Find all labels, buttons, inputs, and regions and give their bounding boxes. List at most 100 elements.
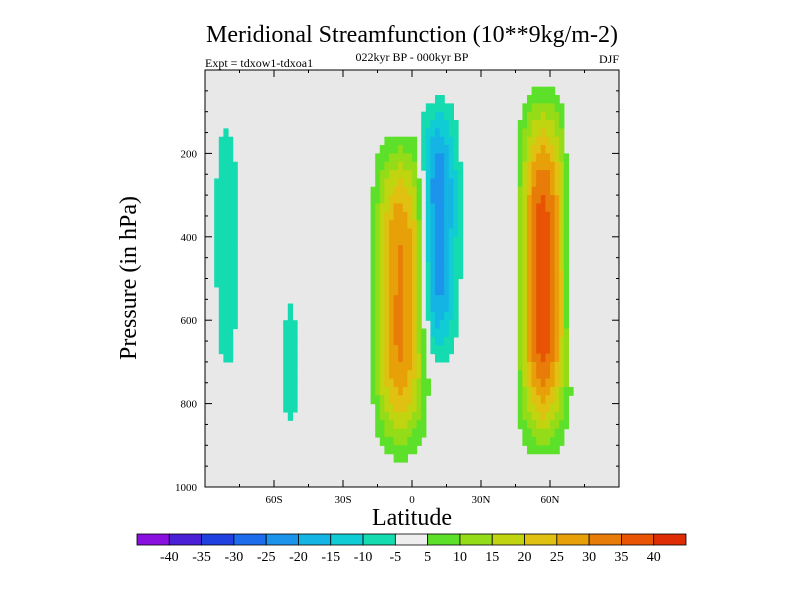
colorbar-level-label: -5: [390, 550, 402, 565]
heatmap-cell: [536, 86, 542, 96]
heatmap-cell: [430, 311, 436, 321]
heatmap-cell: [536, 353, 542, 363]
heatmap-cell: [559, 153, 565, 163]
heatmap-cell: [550, 270, 556, 280]
heatmap-cell: [435, 295, 441, 305]
heatmap-cell: [550, 153, 556, 163]
heatmap-cell: [379, 328, 385, 338]
heatmap-cell: [554, 270, 560, 280]
heatmap-cell: [517, 261, 523, 271]
heatmap-cell: [407, 145, 413, 154]
heatmap-cell: [536, 336, 542, 346]
heatmap-cell: [540, 278, 546, 288]
heatmap-cell: [412, 170, 418, 180]
heatmap-cell: [384, 361, 390, 371]
heatmap-cell: [559, 195, 565, 205]
heatmap-cell: [223, 286, 229, 296]
heatmap-cell: [398, 395, 404, 405]
heatmap-cell: [412, 428, 418, 438]
x-axis-label: Latitude: [372, 505, 452, 531]
heatmap-cell: [522, 211, 528, 221]
heatmap-cell: [402, 245, 408, 255]
heatmap-cell: [536, 228, 542, 238]
heatmap-cell: [430, 203, 436, 213]
heatmap-cell: [540, 386, 546, 396]
heatmap-cell: [393, 445, 399, 455]
heatmap-cell: [531, 136, 537, 146]
heatmap-cell: [536, 420, 542, 430]
heatmap-cell: [563, 195, 569, 205]
heatmap-cell: [407, 236, 413, 246]
heatmap-cell: [563, 170, 569, 180]
heatmap-cell: [214, 178, 220, 188]
heatmap-cell: [416, 361, 422, 371]
heatmap-cell: [389, 295, 395, 305]
heatmap-cell: [228, 278, 234, 288]
heatmap-cell: [559, 186, 565, 196]
heatmap-cell: [522, 186, 528, 196]
heatmap-cell: [375, 370, 381, 380]
heatmap-cell: [393, 270, 399, 280]
heatmap-cell: [375, 186, 381, 196]
heatmap-cell: [425, 295, 431, 305]
heatmap-cell: [421, 145, 427, 154]
heatmap-cell: [412, 178, 418, 188]
heatmap-cell: [416, 428, 422, 438]
heatmap-cell: [550, 336, 556, 346]
heatmap-cell: [536, 120, 542, 129]
heatmap-cell: [531, 445, 537, 455]
heatmap-cell: [522, 220, 528, 230]
heatmap-cell: [228, 270, 234, 280]
heatmap-cell: [563, 353, 569, 363]
heatmap-cell: [379, 203, 385, 213]
heatmap-cell: [416, 420, 422, 430]
heatmap-cell: [375, 178, 381, 188]
heatmap-cell: [439, 195, 445, 205]
heatmap-cell: [223, 195, 229, 205]
heatmap-cell: [412, 320, 418, 330]
colorbar-swatch: [298, 533, 332, 546]
heatmap-cell: [398, 361, 404, 371]
heatmap-cell: [453, 245, 459, 255]
heatmap-cell: [375, 278, 381, 288]
heatmap-cell: [559, 170, 565, 180]
colorbar-level-label: 10: [453, 550, 467, 565]
heatmap-cell: [287, 336, 293, 346]
heatmap-cell: [550, 403, 556, 413]
heatmap-cell: [283, 328, 289, 338]
heatmap-cell: [412, 411, 418, 421]
heatmap-cell: [444, 278, 450, 288]
heatmap-cell: [453, 195, 459, 205]
heatmap-cell: [232, 270, 238, 280]
heatmap-cell: [389, 203, 395, 213]
heatmap-cell: [218, 195, 224, 205]
heatmap-cell: [554, 403, 560, 413]
heatmap-cell: [228, 261, 234, 271]
heatmap-cell: [412, 203, 418, 213]
heatmap-cell: [421, 420, 427, 430]
heatmap-cell: [393, 278, 399, 288]
heatmap-cell: [550, 286, 556, 296]
heatmap-cell: [370, 345, 376, 355]
heatmap-cell: [218, 303, 224, 313]
heatmap-cell: [517, 370, 523, 380]
heatmap-cell: [517, 328, 523, 338]
heatmap-cell: [517, 120, 523, 129]
heatmap-cell: [559, 278, 565, 288]
heatmap-cell: [540, 286, 546, 296]
heatmap-cell: [393, 386, 399, 396]
heatmap-cell: [402, 195, 408, 205]
heatmap-cell: [439, 286, 445, 296]
heatmap-cell: [412, 370, 418, 380]
heatmap-cell: [444, 153, 450, 163]
heatmap-cell: [379, 386, 385, 396]
heatmap-cell: [540, 203, 546, 213]
heatmap-cell: [232, 245, 238, 255]
heatmap-cell: [527, 203, 533, 213]
heatmap-cell: [430, 286, 436, 296]
heatmap-cell: [402, 303, 408, 313]
y-tick-label: 800: [181, 399, 198, 411]
heatmap-cell: [232, 261, 238, 271]
heatmap-cell: [384, 420, 390, 430]
heatmap-cell: [448, 211, 454, 221]
